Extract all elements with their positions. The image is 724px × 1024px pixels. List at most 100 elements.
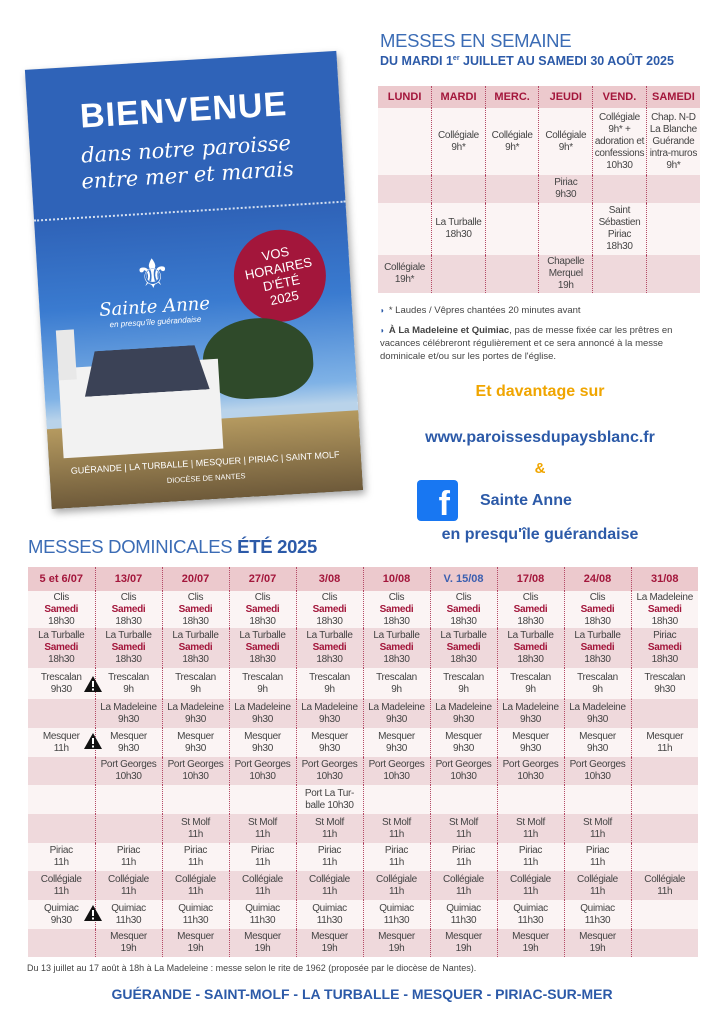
- cell-line: 10h30: [249, 771, 276, 782]
- facebook-page-name[interactable]: Sainte Anne: [480, 492, 572, 509]
- cell-line: La Madeleine: [301, 701, 358, 713]
- table-cell: Chapelle Merquel 19h: [538, 255, 593, 293]
- table-cell: [484, 255, 539, 293]
- cell-line: 11h30: [249, 914, 276, 926]
- cell-line: 19h: [522, 943, 539, 954]
- parish-logo: ⚜ Sainte Anne en presqu'île guérandaise: [91, 249, 215, 331]
- table-cell: St Molf 11h: [563, 814, 631, 843]
- cell-line: Piriac: [317, 845, 342, 856]
- ampersand: &: [534, 460, 546, 477]
- cell-line: 11h30: [517, 914, 544, 926]
- day-label: Samedi: [111, 642, 146, 653]
- cell-line: 18h30: [249, 615, 276, 627]
- cell-line: 11h: [187, 885, 204, 897]
- table-cell: Mesquer 19h: [563, 929, 631, 957]
- cell-line: 11h: [321, 857, 338, 868]
- facebook-icon[interactable]: f: [417, 480, 458, 521]
- table-cell: St Molf 11h: [228, 814, 296, 843]
- cell-line: 9h: [391, 683, 402, 695]
- table-cell: Clis Samedi 18h30: [94, 591, 162, 628]
- table-cell: Mesquer 19h: [161, 929, 229, 957]
- table-cell: La Madeleine 9h30: [429, 699, 497, 728]
- table-cell: St Molf 11h: [295, 814, 363, 843]
- cell-line: Piriac: [250, 845, 275, 856]
- day-label: Samedi: [178, 603, 213, 615]
- cell-line: Quimiac: [580, 902, 615, 914]
- cell-line: Port Georges: [569, 759, 626, 770]
- table-cell: La Turballe Samedi 18h30: [28, 628, 95, 668]
- cell-line: Piriac: [585, 845, 610, 856]
- table-cell: Piriac 11h: [161, 843, 229, 871]
- table-cell: La Madeleine 9h30: [94, 699, 162, 728]
- table-cell: Piriac Samedi 18h30: [630, 628, 698, 668]
- day-label: Samedi: [379, 603, 414, 615]
- table-cell: [431, 255, 486, 293]
- cell-line: 19h: [388, 943, 405, 954]
- table-row: Mesquer 11h Mesquer 9h30 Mesquer 9h30 Mesquer 9…: [28, 728, 698, 757]
- cell-line: 19h: [187, 943, 204, 954]
- cell-line: 10h30: [517, 771, 544, 782]
- table-cell: Piriac 11h: [228, 843, 296, 871]
- table-cell: La Turballe Samedi 18h30: [563, 628, 631, 668]
- cell-line: Collégiale: [309, 873, 350, 885]
- cell-line: 11h: [53, 742, 69, 754]
- table-cell: Collégiale 11h: [630, 871, 698, 900]
- cell-line: 18h30: [383, 654, 410, 665]
- table-cell: Clis Samedi 18h30: [295, 591, 363, 628]
- cell-line: 9h30: [385, 713, 408, 725]
- facebook-page-subtitle: en presqu'île guérandaise: [441, 526, 639, 543]
- cell-line: 9h30: [452, 742, 475, 754]
- cell-line: 10h30: [450, 771, 477, 782]
- cell-line: Quimiac: [379, 902, 414, 914]
- cell-line: Trescalan: [376, 671, 417, 683]
- cell-line: 9h30: [184, 713, 207, 725]
- bullet-icon: ◗: [380, 306, 385, 315]
- table-cell: Quimiac 11h30: [563, 900, 631, 929]
- cell-line: 9h30: [519, 742, 542, 754]
- cell-line: Port Georges: [502, 759, 559, 770]
- cell-line: 11h: [254, 828, 271, 840]
- website-link[interactable]: www.paroissesdupaysblanc.fr: [425, 429, 655, 446]
- cell-line: Collégiale: [510, 873, 551, 885]
- cell-line: 11h: [455, 885, 472, 897]
- cell-line: 19h: [455, 943, 472, 954]
- weekday-mass-table: LUNDI MARDI MERC. JEUDI VEND. SAMEDI Collégial…: [378, 86, 700, 293]
- more-label: Et davantage sur: [475, 383, 605, 400]
- cell-line: 9h: [123, 683, 134, 695]
- cell-line: Collégiale: [242, 873, 283, 885]
- table-cell: [28, 929, 95, 957]
- cell-line: 18h30: [450, 615, 477, 627]
- table-cell: St Molf 11h: [496, 814, 564, 843]
- day-label: Samedi: [647, 603, 682, 615]
- table-cell: Mesquer 9h30: [563, 728, 631, 757]
- cell-line: 9h30: [519, 713, 542, 725]
- day-label: Samedi: [312, 642, 347, 653]
- day-label: Samedi: [44, 642, 79, 653]
- table-cell: La Turballe Samedi 18h30: [228, 628, 296, 668]
- cell-line: 11h30: [584, 914, 611, 926]
- cell-line: 11h30: [115, 914, 142, 926]
- cell-line: 11h30: [182, 914, 209, 926]
- table-cell: Mesquer 19h: [295, 929, 363, 957]
- table-cell: Mesquer 19h: [362, 929, 430, 957]
- cell-line: 9h30: [452, 713, 475, 725]
- table-cell: [538, 203, 593, 255]
- brochure-cover-image: BIENVENUE dans notre paroisse entre mer e…: [24, 50, 364, 510]
- cell-line: Mesquer: [42, 730, 80, 742]
- table-cell: Port Georges 10h30: [563, 757, 631, 785]
- table-cell: Clis Samedi 18h30: [362, 591, 430, 628]
- cell-line: Collégiale: [175, 873, 216, 885]
- table-cell: Port Georges 10h30: [362, 757, 430, 785]
- cell-line: 10h30: [182, 771, 209, 782]
- table-cell: [592, 255, 647, 293]
- cell-line: Clis: [589, 591, 606, 603]
- cell-line: St Molf: [180, 816, 211, 828]
- cell-line: 11h: [120, 857, 137, 868]
- cell-line: 11h: [53, 885, 69, 897]
- cell-line: 9h30: [586, 742, 609, 754]
- cell-line: La Madeleine: [636, 591, 694, 603]
- table-cell: Quimiac 11h30: [362, 900, 430, 929]
- cell-line: 11h30: [316, 914, 343, 926]
- table-cell: [630, 900, 698, 929]
- cell-line: 11h30: [383, 914, 410, 926]
